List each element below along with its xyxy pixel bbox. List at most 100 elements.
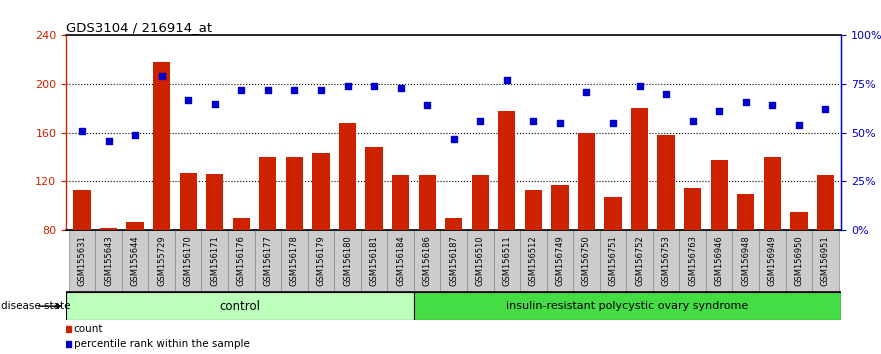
Bar	[100, 228, 117, 230]
Point	[208, 101, 222, 106]
Text: insulin-resistant polycystic ovary syndrome: insulin-resistant polycystic ovary syndr…	[507, 301, 749, 311]
Text: GSM156180: GSM156180	[343, 235, 352, 286]
Point	[287, 87, 301, 93]
Point	[606, 120, 620, 126]
Point	[473, 118, 487, 124]
Bar	[604, 197, 622, 230]
Point	[128, 132, 142, 137]
Bar	[764, 157, 781, 230]
Point	[447, 136, 461, 142]
Text: GSM156763: GSM156763	[688, 235, 697, 286]
Text: GSM156510: GSM156510	[476, 235, 485, 286]
Bar	[339, 123, 356, 230]
Bar	[626, 230, 653, 292]
Bar	[285, 157, 303, 230]
Text: GSM156186: GSM156186	[423, 235, 432, 286]
Point	[553, 120, 567, 126]
Point	[75, 128, 89, 133]
Text: GSM155644: GSM155644	[130, 235, 139, 286]
Bar	[259, 157, 277, 230]
Point	[526, 118, 540, 124]
Point	[394, 85, 408, 91]
Bar	[631, 108, 648, 230]
Bar	[440, 230, 467, 292]
Bar	[307, 230, 334, 292]
Bar	[228, 230, 255, 292]
Text: GSM156178: GSM156178	[290, 235, 299, 286]
Bar	[467, 230, 493, 292]
Text: GSM156181: GSM156181	[369, 235, 379, 286]
Point	[766, 103, 780, 108]
Point	[633, 83, 647, 89]
Text: percentile rank within the sample: percentile rank within the sample	[74, 339, 249, 349]
Bar	[471, 175, 489, 230]
Text: control: control	[219, 300, 261, 313]
Point	[340, 83, 354, 89]
Text: disease state: disease state	[2, 301, 70, 311]
Point	[712, 108, 726, 114]
Bar	[413, 292, 841, 320]
Bar	[520, 230, 546, 292]
Bar	[95, 230, 122, 292]
Bar	[679, 230, 706, 292]
Bar	[392, 175, 410, 230]
Bar	[498, 111, 515, 230]
Point	[101, 138, 115, 143]
Text: GSM156171: GSM156171	[211, 235, 219, 286]
Bar	[233, 218, 250, 230]
Bar	[148, 230, 175, 292]
Text: GSM156951: GSM156951	[821, 235, 830, 286]
Text: GSM156176: GSM156176	[237, 235, 246, 286]
Point	[818, 107, 833, 112]
Point	[420, 103, 434, 108]
Bar	[546, 230, 574, 292]
Point	[685, 118, 700, 124]
Bar	[388, 230, 414, 292]
Text: GSM156946: GSM156946	[714, 235, 723, 286]
Bar	[361, 230, 388, 292]
Bar	[153, 62, 170, 230]
Text: GSM156511: GSM156511	[502, 235, 511, 286]
Point	[154, 73, 168, 79]
Text: GSM156179: GSM156179	[316, 235, 325, 286]
Text: count: count	[74, 324, 103, 334]
Bar	[706, 230, 732, 292]
Bar	[574, 230, 600, 292]
Point	[739, 99, 753, 104]
Bar	[122, 230, 148, 292]
Bar	[732, 230, 759, 292]
Bar	[202, 230, 228, 292]
Bar	[759, 230, 786, 292]
Bar	[711, 160, 728, 230]
Bar	[366, 147, 382, 230]
Bar	[737, 194, 754, 230]
Bar	[313, 153, 329, 230]
Text: GSM156752: GSM156752	[635, 235, 644, 286]
Text: GSM156750: GSM156750	[582, 235, 591, 286]
Bar	[493, 230, 520, 292]
Point	[659, 91, 673, 97]
Bar	[817, 175, 834, 230]
Point	[314, 87, 328, 93]
Point	[181, 97, 196, 102]
Text: GSM156950: GSM156950	[795, 235, 803, 286]
Text: GSM156751: GSM156751	[609, 235, 618, 286]
Text: GSM155729: GSM155729	[157, 235, 167, 286]
Bar	[334, 230, 361, 292]
Text: GSM156949: GSM156949	[768, 235, 777, 286]
Bar	[786, 230, 812, 292]
Bar	[180, 173, 196, 230]
Bar	[281, 230, 307, 292]
Bar	[69, 230, 95, 292]
Text: GSM155631: GSM155631	[78, 235, 86, 286]
Bar	[684, 188, 701, 230]
Bar	[578, 133, 595, 230]
Point	[261, 87, 275, 93]
Text: GSM156177: GSM156177	[263, 235, 272, 286]
Bar	[445, 218, 463, 230]
Bar	[552, 185, 568, 230]
Bar	[812, 230, 839, 292]
Bar	[653, 230, 679, 292]
Text: GSM156753: GSM156753	[662, 235, 670, 286]
Bar	[418, 175, 436, 230]
